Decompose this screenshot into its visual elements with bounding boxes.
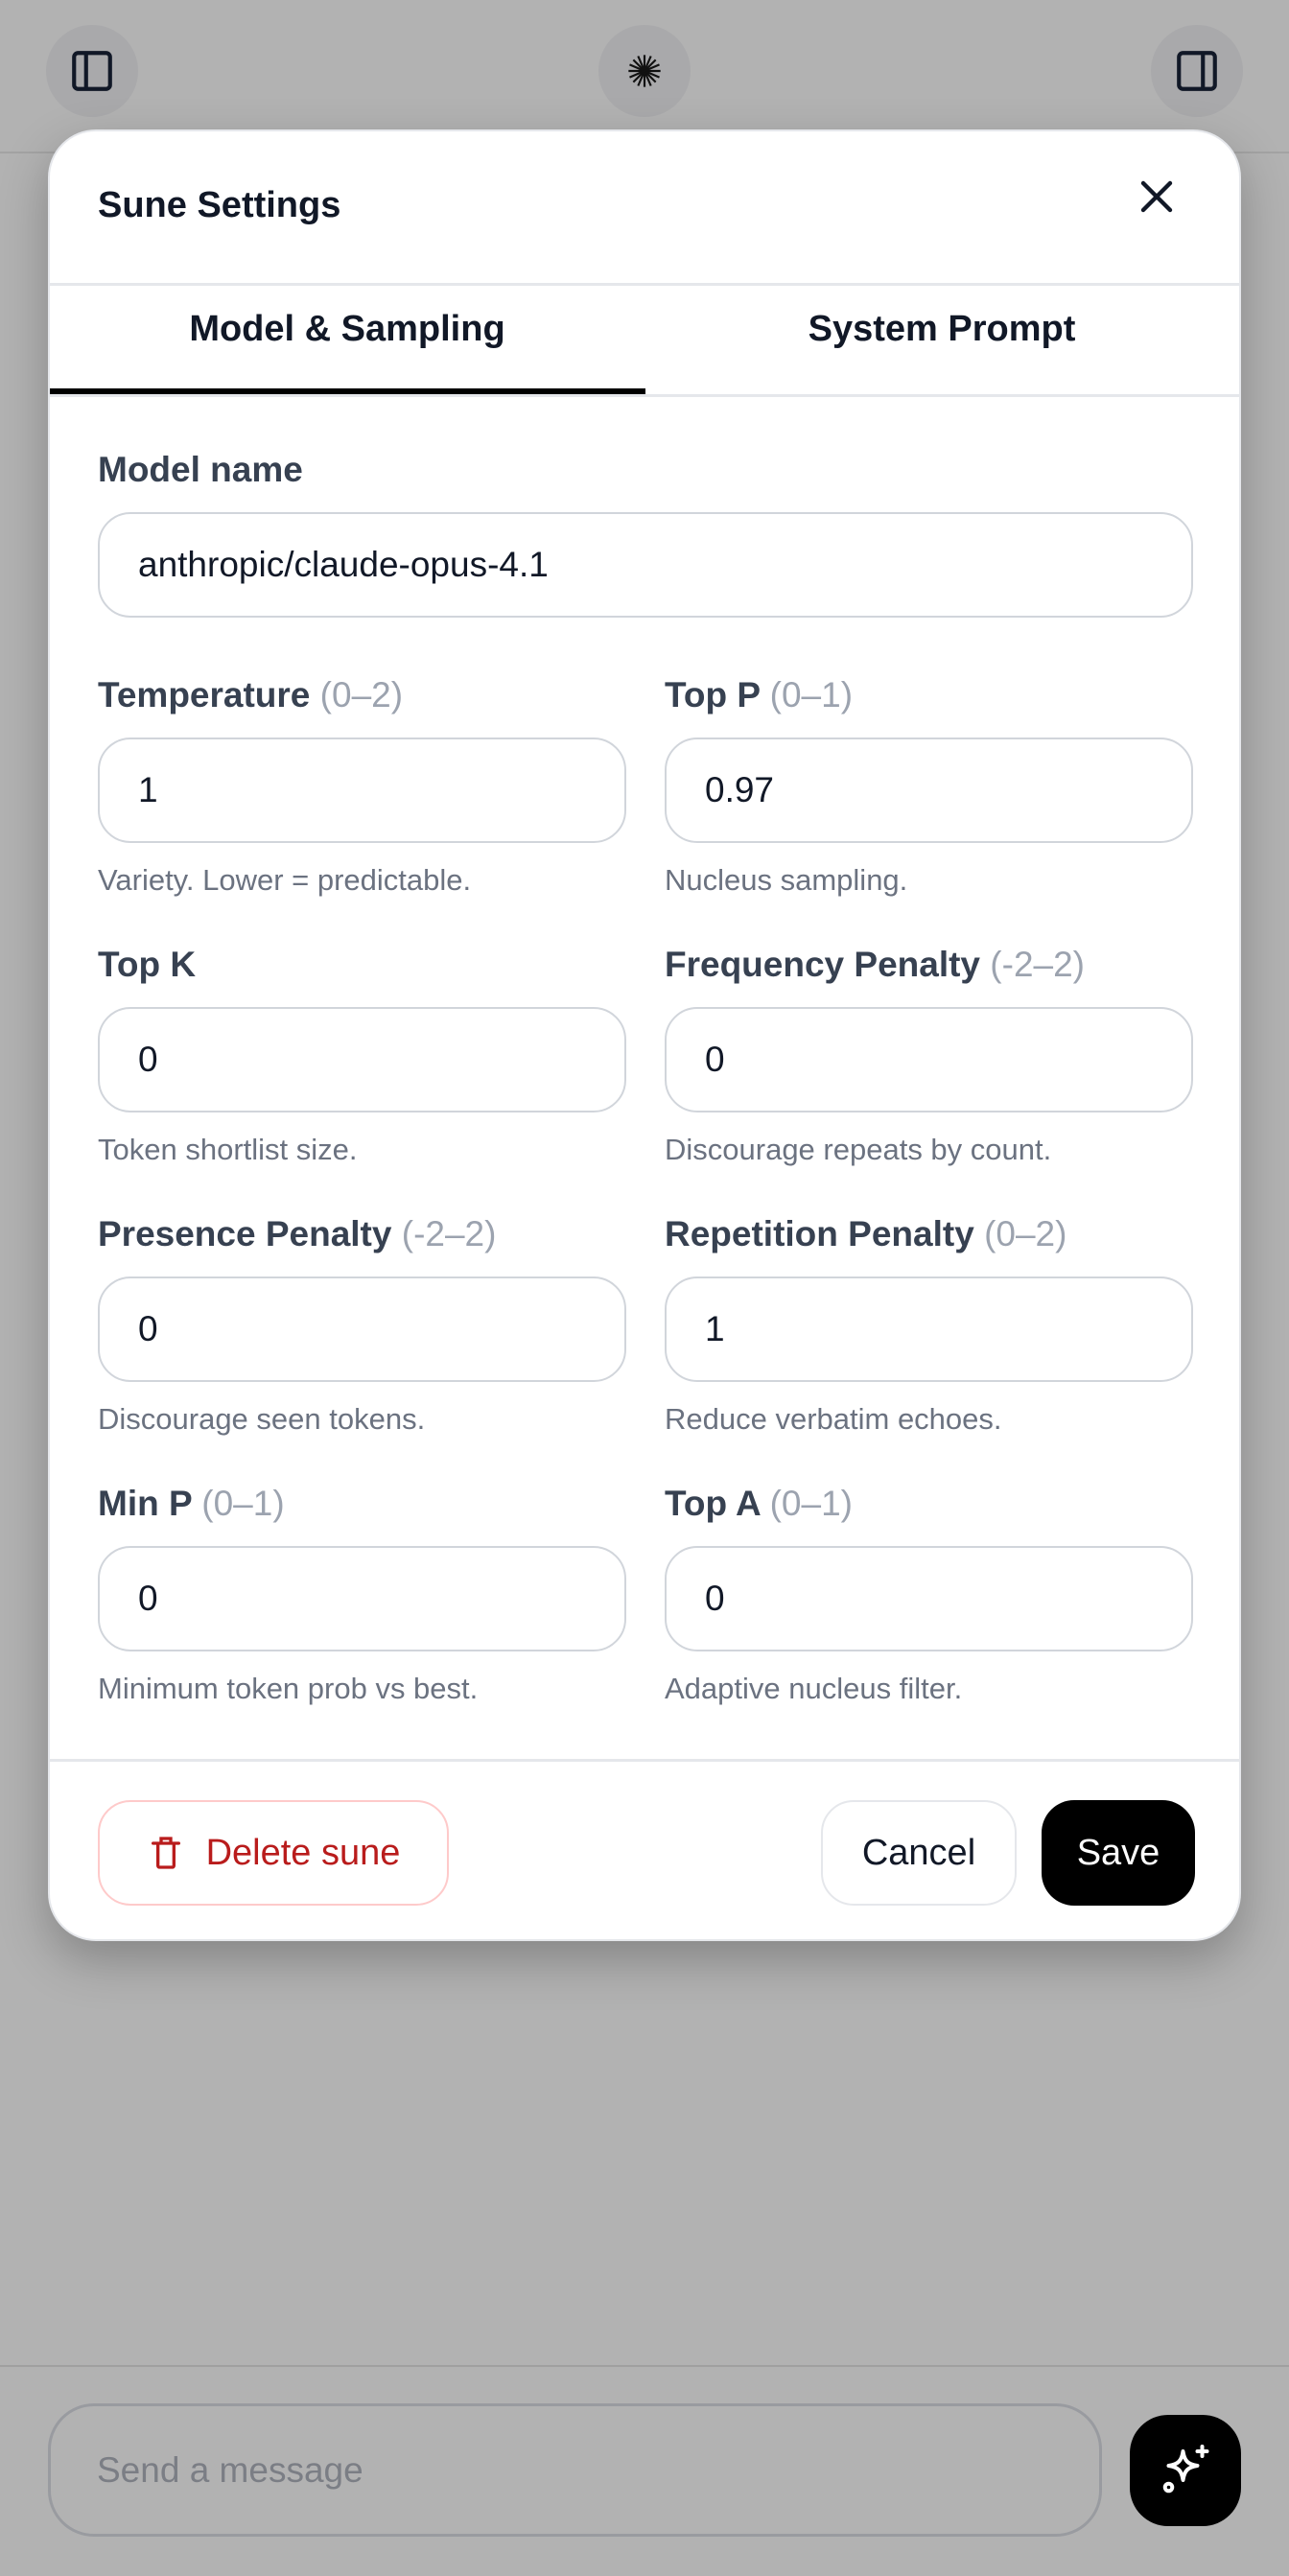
- field-input[interactable]: 0: [98, 1276, 626, 1382]
- composer-divider: [0, 2365, 1289, 2367]
- field-label-text: Frequency Penalty: [665, 945, 981, 984]
- sidebar-right-icon: [1177, 51, 1217, 91]
- sidebar-left-icon: [72, 51, 112, 91]
- field-help: Discourage repeats by count.: [665, 1133, 1052, 1166]
- tab-model-sampling[interactable]: Model & Sampling: [189, 309, 505, 349]
- field-input[interactable]: 0: [98, 1546, 626, 1651]
- footer-divider: [50, 1759, 1239, 1762]
- delete-sune-button[interactable]: Delete sune: [98, 1800, 449, 1906]
- field-label: Presence Penalty (-2–2): [98, 1214, 496, 1254]
- save-button[interactable]: Save: [1042, 1800, 1195, 1906]
- field-range: (-2–2): [990, 945, 1085, 984]
- trash-icon: [151, 1837, 180, 1869]
- field-label: Min P (0–1): [98, 1484, 285, 1524]
- field-range: (0–1): [769, 675, 854, 714]
- field-input[interactable]: 1: [98, 738, 626, 843]
- field-help: Adaptive nucleus filter.: [665, 1672, 963, 1705]
- field-label-text: Top K: [98, 945, 197, 984]
- sune-settings-dialog: Sune Settings Model & Sampling System Pr…: [48, 129, 1241, 1941]
- field-label-text: Presence Penalty: [98, 1214, 392, 1253]
- field-label: Top K: [98, 945, 196, 985]
- divider: [50, 394, 1239, 397]
- toggle-left-sidebar-button[interactable]: [46, 25, 138, 117]
- starburst-logo-icon: [628, 55, 661, 87]
- field-range: (0–2): [319, 675, 404, 714]
- send-button[interactable]: [1130, 2415, 1241, 2526]
- field-range: (0–1): [201, 1484, 285, 1523]
- field-input[interactable]: 0.97: [665, 738, 1193, 843]
- field-range: (0–1): [769, 1484, 853, 1523]
- field-label-text: Top P: [665, 675, 761, 714]
- message-input[interactable]: Send a message: [48, 2403, 1102, 2537]
- field-help: Token shortlist size.: [98, 1133, 358, 1166]
- field-input[interactable]: 1: [665, 1276, 1193, 1382]
- close-icon[interactable]: [1134, 174, 1180, 220]
- cancel-button[interactable]: Cancel: [821, 1800, 1017, 1906]
- sparkles-icon: [1162, 2445, 1209, 2494]
- field-label-text: Top A: [665, 1484, 761, 1523]
- field-input[interactable]: 0: [665, 1546, 1193, 1651]
- field-label-text: Temperature: [98, 675, 311, 714]
- delete-label: Delete sune: [205, 1832, 401, 1873]
- field-label-text: Repetition Penalty: [665, 1214, 974, 1253]
- field-input[interactable]: 0: [665, 1007, 1193, 1112]
- field-input[interactable]: 0: [98, 1007, 626, 1112]
- field-help: Variety. Lower = predictable.: [98, 863, 472, 897]
- active-tab-indicator: [50, 388, 645, 394]
- tab-system-prompt[interactable]: System Prompt: [808, 309, 1076, 349]
- dialog-title: Sune Settings: [98, 185, 341, 225]
- logo-button[interactable]: [598, 25, 691, 117]
- field-label: Temperature (0–2): [98, 675, 403, 715]
- toggle-right-sidebar-button[interactable]: [1151, 25, 1243, 117]
- field-help: Minimum token prob vs best.: [98, 1672, 479, 1705]
- field-label: Frequency Penalty (-2–2): [665, 945, 1085, 985]
- divider: [50, 283, 1239, 286]
- field-label: Top P (0–1): [665, 675, 853, 715]
- field-help: Nucleus sampling.: [665, 863, 908, 897]
- field-help: Discourage seen tokens.: [98, 1402, 426, 1436]
- model-name-label: Model name: [98, 450, 303, 489]
- field-label: Repetition Penalty (0–2): [665, 1214, 1066, 1254]
- field-help: Reduce verbatim echoes.: [665, 1402, 1002, 1436]
- field-label-text: Min P: [98, 1484, 192, 1523]
- field-range: (0–2): [984, 1214, 1067, 1253]
- field-range: (-2–2): [401, 1214, 497, 1253]
- field-label: Top A (0–1): [665, 1484, 853, 1524]
- model-name-input[interactable]: anthropic/claude-opus-4.1: [98, 512, 1193, 618]
